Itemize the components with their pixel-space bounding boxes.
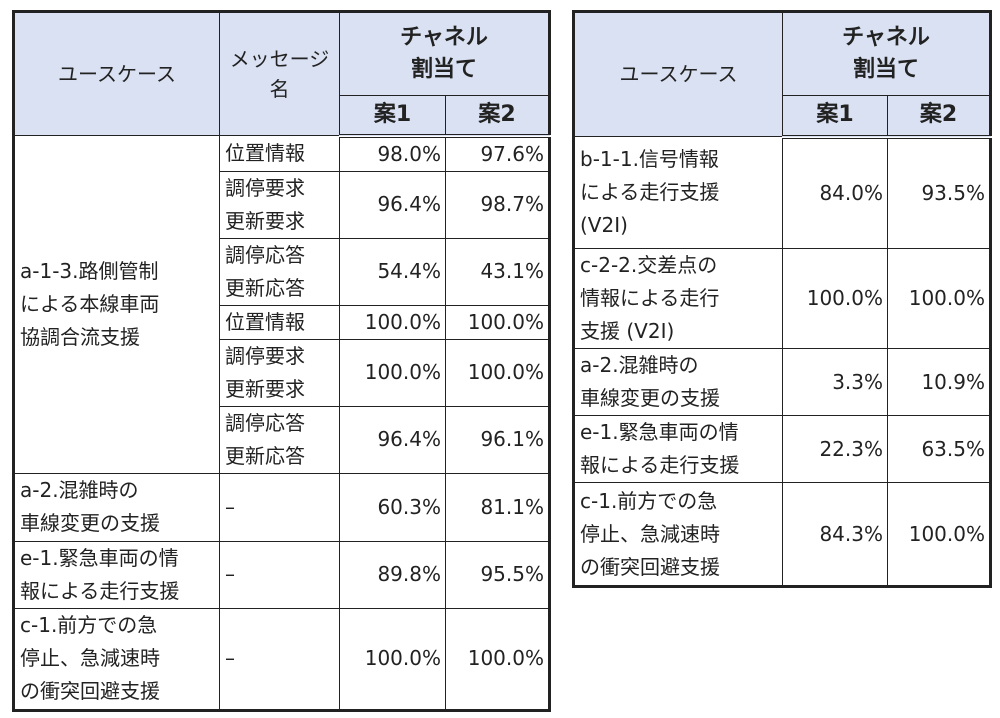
plan2-value: 100.0% [445,607,550,711]
table-row: a-1-3.路側管制 による本線車両 協調合流支援 位置情報 98.0% 97.… [13,135,550,474]
usecase-cell: c-1.前方での急 停止、急減速時 の衝突回避支援 [13,607,220,711]
plan1-value: 96.4% [339,170,446,239]
table-row: c-2-2.交差点の 情報による走行 支援 (V2I) 100.0% 100.0… [573,248,991,349]
table-row: e-1.緊急車両の情 報による走行支援 – 89.8% 95.5% [13,540,550,609]
usecase-cell: e-1.緊急車両の情 報による走行支援 [573,415,783,483]
message-cell: 調停要求 更新要求 [219,338,340,407]
usecase-cell: e-1.緊急車両の情 報による走行支援 [13,540,220,609]
usecase-cell: a-1-3.路側管制 による本線車両 協調合流支援 [13,135,220,474]
usecase-cell: b-1-1.信号情報 による走行支援 (V2I) [573,136,783,249]
header-plan1: 案1 [339,95,446,138]
message-cell: – [219,607,340,711]
plan2-value: 97.6% [445,135,550,172]
header-plan2: 案2 [445,95,550,138]
plan2-value: 63.5% [887,415,991,483]
header-channel-allocation: チャネル 割当て [339,11,550,96]
plan1-value: 89.8% [339,540,446,609]
plan2-value: 100.0% [887,482,991,587]
plan1-value: 84.0% [782,136,888,249]
plan2-value: 100.0% [445,304,550,340]
usecase-cell: a-2.混雑時の 車線変更の支援 [13,472,220,542]
plan2-value: 98.7% [445,170,550,239]
right-results-table: ユースケース チャネル 割当て 案1 案2 b-1-1.信号情報 による走行支援… [572,10,992,588]
plan1-value: 54.4% [339,237,446,306]
left-results-table: ユースケース メッセージ 名 チャネル 割当て 案1 案2 a-1-3.路側管制… [12,10,551,712]
header-message-name: メッセージ 名 [219,11,340,136]
plan1-value: 100.0% [339,304,446,340]
plan1-value: 100.0% [782,248,888,349]
table-row: c-1.前方での急 停止、急減速時 の衝突回避支援 84.3% 100.0% [573,482,991,587]
table-row: 調停要求 更新要求 100.0% 100.0% [14,338,550,407]
plan2-value: 95.5% [445,540,550,609]
message-cell: – [219,472,340,542]
table-row: 位置情報 100.0% 100.0% [14,304,550,340]
message-cell: 位置情報 [219,135,340,172]
plan1-value: 22.3% [782,415,888,483]
header-usecase: ユースケース [573,11,783,137]
plan1-value: 98.0% [339,135,446,172]
table-row: a-2.混雑時の 車線変更の支援 3.3% 10.9% [573,348,991,416]
header-plan2: 案2 [887,95,991,139]
message-cell: 調停応答 更新応答 [219,405,340,474]
plan2-value: 100.0% [887,248,991,349]
message-cell: 調停応答 更新応答 [219,237,340,306]
table-row: 調停応答 更新応答 54.4% 43.1% [14,237,550,306]
table-row: c-1.前方での急 停止、急減速時 の衝突回避支援 – 100.0% 100.0… [13,607,550,711]
message-cell: 調停要求 更新要求 [219,170,340,239]
usecase-cell: c-1.前方での急 停止、急減速時 の衝突回避支援 [573,482,783,587]
table-row: a-2.混雑時の 車線変更の支援 – 60.3% 81.1% [13,472,550,542]
plan1-value: 96.4% [339,405,446,474]
header-channel-allocation: チャネル 割当て [782,11,991,96]
plan2-value: 43.1% [445,237,550,306]
plan1-value: 3.3% [782,348,888,416]
plan1-value: 100.0% [339,338,446,407]
plan2-value: 100.0% [445,338,550,407]
plan1-value: 60.3% [339,472,446,542]
plan2-value: 93.5% [887,136,991,249]
plan2-value: 96.1% [445,405,550,474]
table-row: b-1-1.信号情報 による走行支援 (V2I) 84.0% 93.5% [573,136,991,249]
plan1-value: 100.0% [339,607,446,711]
plan1-value: 84.3% [782,482,888,587]
usecase-cell: a-2.混雑時の 車線変更の支援 [573,348,783,416]
usecase-cell: c-2-2.交差点の 情報による走行 支援 (V2I) [573,248,783,349]
plan2-value: 81.1% [445,472,550,542]
plan2-value: 10.9% [887,348,991,416]
header-usecase: ユースケース [13,11,220,136]
message-cell: – [219,540,340,609]
table-row: 調停応答 更新応答 96.4% 96.1% [14,405,550,474]
table-row: e-1.緊急車両の情 報による走行支援 22.3% 63.5% [573,415,991,483]
message-cell: 位置情報 [219,304,340,340]
header-plan1: 案1 [782,95,888,139]
